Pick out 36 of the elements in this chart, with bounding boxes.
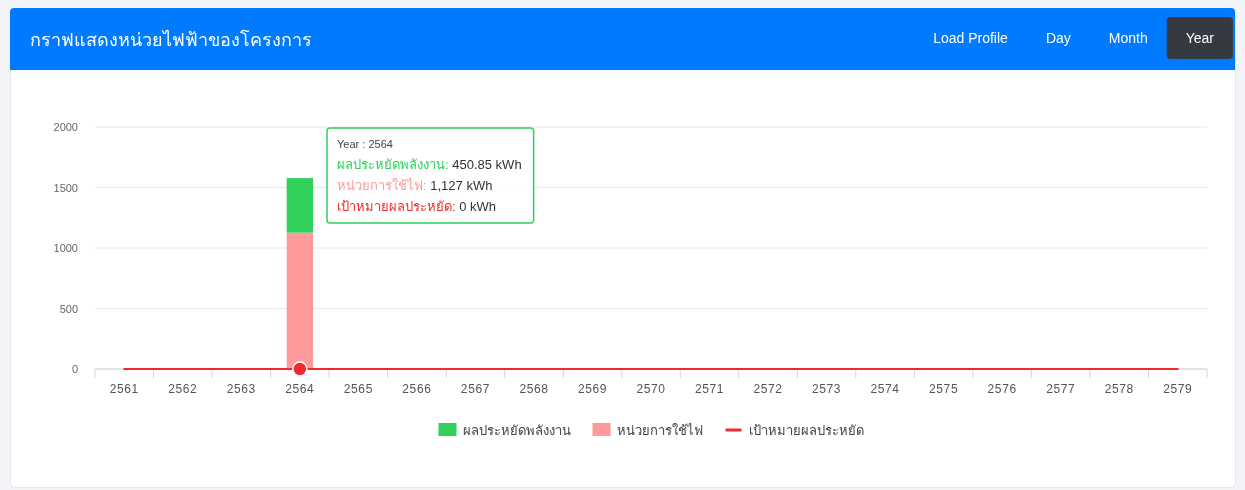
x-tick-label: 2566 — [402, 382, 432, 396]
x-tick-label: 2578 — [1104, 382, 1134, 396]
x-tick-label: 2576 — [987, 382, 1017, 396]
y-tick-label: 500 — [59, 302, 78, 315]
x-tick-label: 2565 — [343, 382, 373, 396]
x-tick-label: 2573 — [812, 382, 842, 396]
button-label: Month — [1108, 30, 1148, 46]
legend-label: ผลประหยัดพลังงาน — [462, 423, 571, 438]
x-tick-label: 2567 — [460, 382, 490, 396]
x-tick-label: 2575 — [929, 382, 959, 396]
annotation: หน่วยการใช้ไฟ: 1,127 kWh — [337, 178, 493, 193]
x-tick-label: 2574 — [870, 382, 900, 396]
x-tick-label: 2561 — [109, 382, 139, 396]
legend-label: หน่วยการใช้ไฟ — [616, 423, 703, 438]
y-tick-label: 1500 — [53, 181, 78, 194]
legend-label: เป้าหมายผลประหยัด — [748, 423, 864, 438]
annotation: ผลประหยัดพลังงาน: 450.85 kWh — [337, 157, 522, 172]
x-tick-label: 2579 — [1163, 382, 1193, 396]
x-tick-label: 2562 — [168, 382, 198, 396]
x-tick-label: 2569 — [577, 382, 608, 396]
x-tick-label: 2571 — [694, 382, 725, 396]
x-tick-label: 2563 — [226, 382, 256, 396]
x-tick-label: 2564 — [285, 382, 315, 396]
button-label: Year — [1185, 30, 1214, 46]
y-tick-label: 1000 — [53, 242, 78, 254]
button-label: Day — [1045, 30, 1071, 46]
annotation: เป้าหมายผลประหยัด: 0 kWh — [337, 199, 497, 214]
y-tick-label: 0 — [71, 363, 78, 375]
x-tick-label: 2572 — [753, 382, 783, 396]
title: กราฟแสดงหน่วยไฟฟ้าของโครงการ — [30, 30, 312, 50]
x-tick-label: 2577 — [1046, 382, 1076, 396]
x-tick-label: 2570 — [636, 382, 666, 396]
y-tick-label: 2000 — [53, 121, 78, 133]
annotation: Year : 2564 — [337, 138, 393, 150]
x-tick-label: 2568 — [519, 382, 549, 396]
button-label: Load Profile — [933, 30, 1008, 46]
